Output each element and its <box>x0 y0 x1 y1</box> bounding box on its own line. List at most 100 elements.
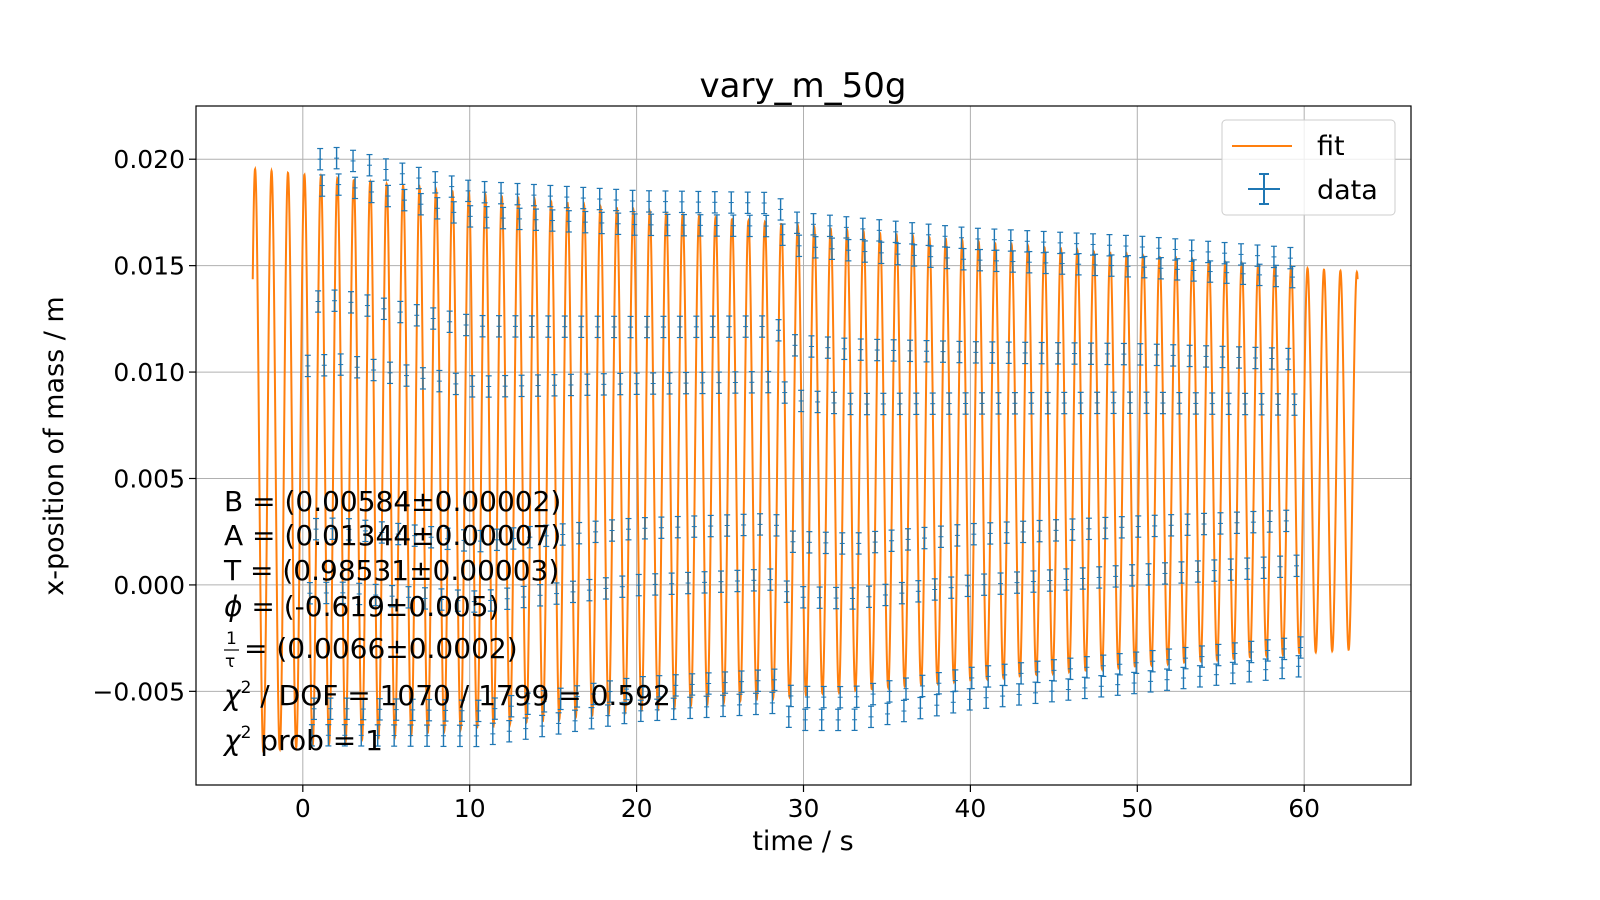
data-point <box>319 174 326 197</box>
chi-prob-value: prob = 1 <box>251 724 383 757</box>
data-point <box>999 684 1006 708</box>
data-point <box>368 180 375 204</box>
tau-denominator: τ <box>225 652 235 672</box>
data-point <box>1291 393 1298 416</box>
data-point <box>532 208 539 231</box>
data-point <box>1026 250 1033 274</box>
x-tick-label: 20 <box>621 794 653 823</box>
data-point <box>948 576 955 599</box>
data-point <box>1022 341 1029 365</box>
data-point <box>921 526 928 550</box>
phi-value: = (-0.619±0.005) <box>242 590 499 623</box>
data-point <box>543 524 550 548</box>
data-point <box>1079 567 1086 590</box>
x-tick-label: 10 <box>454 794 486 823</box>
data-point <box>1281 637 1288 661</box>
data-point <box>1254 244 1261 267</box>
annotation-chi2-prob: χ2 prob = 1 <box>222 723 383 757</box>
data-point <box>894 242 901 266</box>
data-point <box>341 724 348 747</box>
data-point <box>985 665 992 688</box>
data-point <box>888 529 895 552</box>
data-point <box>600 373 607 396</box>
data-point <box>672 674 679 697</box>
data-point <box>1143 391 1150 415</box>
data-point <box>757 513 764 536</box>
data-point <box>440 724 447 748</box>
data-point <box>1205 240 1212 264</box>
data-point <box>1129 564 1136 587</box>
data-point <box>1256 263 1263 287</box>
data-point <box>1198 645 1205 668</box>
data-point <box>787 684 794 708</box>
data-point <box>380 297 387 321</box>
data-point <box>691 515 698 538</box>
data-point <box>567 373 574 397</box>
data-point <box>473 724 480 748</box>
data-point <box>1096 566 1103 589</box>
data-point <box>391 724 398 747</box>
data-point <box>432 171 439 194</box>
data-point <box>598 211 605 235</box>
data-point <box>315 290 322 313</box>
data-point <box>1110 391 1117 415</box>
data-point <box>356 582 363 606</box>
data-point <box>333 146 340 170</box>
data-point <box>1087 342 1094 365</box>
data-point <box>892 220 899 244</box>
data-point <box>446 310 453 334</box>
data-point <box>711 191 718 214</box>
data-point <box>660 315 667 339</box>
data-point <box>458 699 465 722</box>
x-tick-label: 50 <box>1121 794 1153 823</box>
data-point <box>1248 640 1255 664</box>
data-point <box>493 528 500 552</box>
data-point <box>1149 649 1156 673</box>
data-point <box>586 578 593 602</box>
data-point <box>475 699 482 723</box>
data-point <box>995 392 1002 415</box>
data-point <box>407 724 414 747</box>
data-point <box>1240 262 1247 286</box>
data-point <box>1186 344 1193 368</box>
data-point <box>1219 345 1226 369</box>
data-point <box>964 574 971 598</box>
data-point <box>748 371 755 394</box>
data-point <box>456 724 463 748</box>
data-point <box>582 210 589 234</box>
data-point <box>851 708 858 731</box>
x-axis-label: time / s <box>752 826 853 857</box>
data-point <box>680 213 687 237</box>
data-point <box>1277 555 1284 579</box>
data-point <box>1283 509 1290 533</box>
data-point <box>354 356 361 379</box>
data-point <box>524 692 531 715</box>
data-point <box>1137 343 1144 366</box>
data-point <box>327 697 334 720</box>
data-point <box>304 354 311 378</box>
data-point <box>734 569 741 593</box>
data-point <box>1102 516 1109 540</box>
data-point <box>857 338 864 361</box>
data-point <box>366 153 373 177</box>
data-point <box>935 672 942 695</box>
data-point <box>588 706 595 730</box>
data-point <box>1145 563 1152 586</box>
data-point <box>662 190 669 213</box>
data-point <box>1182 646 1189 670</box>
data-point <box>413 304 420 327</box>
data-point <box>944 246 951 270</box>
data-point <box>500 206 507 230</box>
data-point <box>1194 560 1201 583</box>
data-point <box>508 694 515 718</box>
data-point <box>997 572 1004 595</box>
data-point <box>648 213 655 237</box>
data-point <box>890 339 897 362</box>
data-point <box>641 517 648 540</box>
data-point <box>650 372 657 395</box>
data-point <box>713 214 720 237</box>
data-point <box>1178 561 1185 584</box>
data-point <box>1260 556 1267 579</box>
data-point <box>578 315 585 339</box>
annotation-T: T = (0.98531±0.00003) <box>223 554 559 587</box>
